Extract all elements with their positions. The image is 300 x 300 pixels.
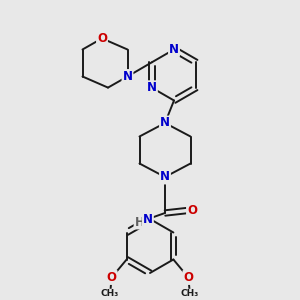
Text: N: N [169, 43, 179, 56]
Text: H: H [135, 215, 144, 229]
Text: O: O [187, 203, 197, 217]
Text: N: N [160, 170, 170, 184]
Text: CH₃: CH₃ [101, 290, 119, 298]
Text: N: N [160, 116, 170, 130]
Text: N: N [143, 213, 153, 226]
Text: O: O [106, 271, 117, 284]
Text: CH₃: CH₃ [181, 290, 199, 298]
Text: N: N [147, 81, 157, 94]
Text: N: N [122, 70, 133, 83]
Text: O: O [183, 271, 194, 284]
Text: O: O [97, 32, 107, 45]
